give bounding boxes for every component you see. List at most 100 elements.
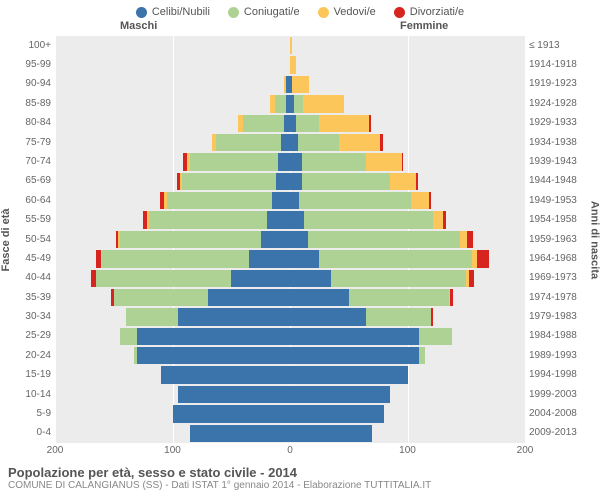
bar-segment [467,231,473,248]
birth-year-label: 1989-1993 [529,350,598,361]
birth-year-label: 1999-2003 [529,389,598,400]
pyramid-row [55,346,525,365]
birth-year-label: 1939-1943 [529,156,598,167]
male-bar [160,192,290,209]
male-bar [120,328,290,345]
age-label: 35-39 [0,292,51,303]
x-axis: 2001000100200 [0,443,600,461]
pyramid-row [55,152,525,171]
bar-segment [290,347,419,364]
bar-segment [243,115,284,132]
legend-label: Divorziati/e [410,6,464,18]
legend: Celibi/NubiliConiugati/eVedovi/eDivorzia… [0,0,600,20]
bar-segment [319,115,368,132]
pyramid-row [55,230,525,249]
column-headers: Maschi Femmine [0,20,600,36]
female-bar [290,308,433,325]
bar-segment [290,211,304,228]
bar-segment [137,347,290,364]
male-bar [91,270,290,287]
female-bar [290,289,453,306]
female-bar [290,250,489,267]
female-bar [290,231,473,248]
birth-year-label: 1959-1963 [529,234,598,245]
pyramid-row [55,404,525,423]
legend-label: Celibi/Nubili [152,6,210,18]
x-tick: 200 [517,445,534,456]
bar-segment [208,289,290,306]
bar-segment [460,231,467,248]
birth-year-label: 1969-1973 [529,272,598,283]
chart-container: Celibi/NubiliConiugati/eVedovi/eDivorzia… [0,0,600,500]
bar-segment [296,115,320,132]
female-bar [290,115,371,132]
bar-segment [137,328,290,345]
bar-segment [149,211,267,228]
bar-segment [431,308,433,325]
male-bar [173,405,291,422]
bar-segment [290,270,331,287]
pyramid-row [55,385,525,404]
bar-segment [178,386,290,403]
pyramid-row [55,114,525,133]
birth-year-label: 1979-1983 [529,311,598,322]
chart-area [55,36,525,443]
age-label: 25-29 [0,330,51,341]
bar-segment [96,270,231,287]
bar-segment [416,173,418,190]
legend-swatch [228,7,239,18]
age-label: 65-69 [0,175,51,186]
birth-year-label: 2009-2013 [529,427,598,438]
bar-segment [450,289,454,306]
bar-segment [290,192,299,209]
bar-segment [294,95,303,112]
birth-year-label: 1984-1988 [529,330,598,341]
female-bar [290,192,431,209]
legend-swatch [318,7,329,18]
bar-segment [126,308,179,325]
bar-segment [469,270,475,287]
pyramid-row [55,55,525,74]
bar-segment [216,134,281,151]
age-label: 15-19 [0,369,51,380]
legend-swatch [394,7,405,18]
bar-segment [231,270,290,287]
female-bar [290,56,296,73]
age-label: 10-14 [0,389,51,400]
male-bar [143,211,290,228]
birth-year-label: 1994-1998 [529,369,598,380]
age-label: 5-9 [0,408,51,419]
age-label: 30-34 [0,311,51,322]
female-bar [290,173,418,190]
bar-segment [298,134,339,151]
bar-segment [281,134,290,151]
bar-segment [120,231,261,248]
bar-segment [419,328,452,345]
male-bar [183,153,290,170]
footer-title: Popolazione per età, sesso e stato civil… [8,465,592,480]
bar-segment [249,250,290,267]
legend-item: Vedovi/e [318,6,376,18]
bar-segment [290,231,308,248]
bar-segment [319,250,472,267]
bar-segment [272,192,290,209]
bar-segment [419,347,425,364]
male-bar [270,95,290,112]
bar-segment [443,211,447,228]
bar-segment [290,366,408,383]
legend-swatch [136,7,147,18]
plot-area: Fasce di età Anni di nascita 100+≤ 19139… [0,36,600,443]
bar-segment [304,211,433,228]
birth-year-label: 1954-1958 [529,214,598,225]
age-label: 0-4 [0,427,51,438]
legend-item: Divorziati/e [394,6,464,18]
bar-segment [190,425,290,442]
female-bar [290,211,446,228]
female-bar [290,347,425,364]
x-tick: 100 [399,445,416,456]
male-bar [190,425,290,442]
age-label: 60-64 [0,195,51,206]
bar-segment [290,250,319,267]
birth-year-label: 1924-1928 [529,98,598,109]
birth-year-label: 2004-2008 [529,408,598,419]
